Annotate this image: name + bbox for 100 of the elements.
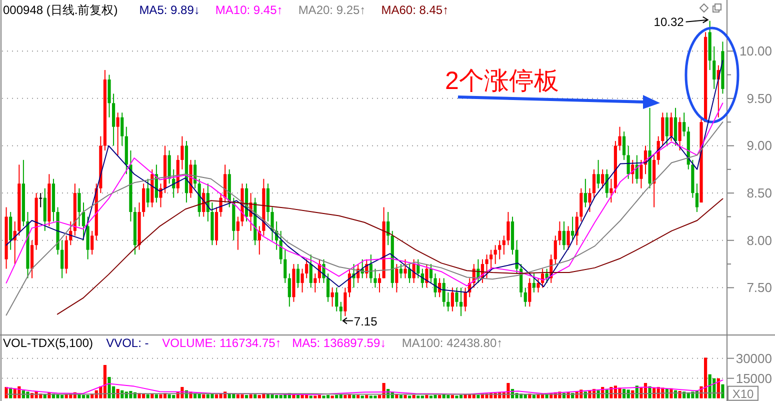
annotation: 10.32 [654, 14, 684, 29]
bar [168, 394, 171, 398]
bar [450, 394, 454, 398]
y-tick-label: 8.00 [746, 232, 772, 248]
bar [408, 396, 412, 398]
text: MA5: 9.89↓ [139, 3, 200, 17]
chart-title: VOL-TDX(5,100) [3, 336, 94, 350]
bar [202, 394, 206, 398]
bar [356, 394, 360, 398]
text: VOLUME: 116734.75↑ [162, 336, 282, 350]
bar [232, 394, 236, 398]
candlestick [506, 211, 510, 246]
y-tick-label: 10.00 [739, 44, 772, 59]
bar [150, 394, 154, 398]
candlestick [116, 112, 120, 156]
candlestick [284, 249, 287, 284]
bar [429, 396, 433, 398]
bar [296, 394, 300, 398]
candlestick [82, 202, 86, 241]
candlestick [142, 183, 146, 218]
bar [476, 394, 480, 398]
candlestick [524, 287, 527, 308]
bar [446, 394, 450, 398]
bar [210, 394, 214, 398]
text: MA100: 42438.80↑ [402, 336, 503, 350]
candlestick [601, 168, 604, 189]
annotation: VVOL: - [106, 336, 149, 350]
candlestick [339, 301, 342, 322]
bar [159, 394, 162, 398]
bar [352, 394, 356, 398]
bar [438, 394, 442, 398]
candlestick [326, 272, 330, 302]
candlestick [566, 226, 570, 250]
candlestick [498, 240, 502, 260]
candlestick [305, 258, 308, 279]
candlestick [288, 272, 291, 308]
candlestick [112, 93, 116, 146]
candlestick [43, 188, 46, 232]
candlestick [678, 116, 682, 151]
y-tick-label: 7.50 [746, 280, 772, 296]
candlestick [661, 112, 664, 146]
candlestick [682, 112, 686, 137]
candlestick [146, 178, 150, 208]
bar [416, 396, 420, 398]
bar [240, 394, 244, 398]
candlestick [626, 145, 630, 180]
bar [412, 394, 416, 398]
y-tick-label: 15000 [736, 370, 772, 386]
bar [154, 394, 158, 398]
candlestick [442, 278, 446, 308]
bar [314, 396, 317, 398]
candlestick [610, 178, 613, 204]
text: MA20: 9.25↑ [298, 3, 366, 17]
candlestick [374, 268, 377, 288]
bar [82, 394, 86, 398]
candlestick [674, 107, 678, 146]
candlestick [296, 264, 300, 288]
bar [254, 394, 257, 398]
candlestick [335, 287, 338, 312]
text: MA5: 136897.59↓ [292, 336, 386, 350]
candlestick [266, 183, 270, 222]
text: MA60: 8.45↑ [381, 3, 449, 17]
bar [198, 394, 201, 398]
candlestick [528, 278, 532, 308]
candlestick [695, 183, 699, 212]
chart-title: 000948 (日线.前复权) [3, 3, 118, 17]
candlestick [640, 159, 643, 189]
text: MA10: 9.45↑ [215, 3, 283, 17]
candlestick [120, 112, 124, 146]
bar [425, 394, 428, 398]
bar [335, 394, 338, 398]
bar [103, 364, 107, 398]
bar [270, 394, 274, 398]
candlestick [485, 254, 488, 279]
y-tick-label: 9.00 [746, 138, 772, 154]
bar [455, 396, 458, 398]
candlestick [588, 188, 592, 212]
candlestick [554, 235, 557, 265]
candlestick [558, 220, 562, 246]
candlestick [670, 112, 673, 142]
candlestick [78, 188, 81, 227]
candlestick [562, 220, 566, 250]
y-tick-label: 30000 [736, 350, 772, 366]
candlestick [652, 154, 656, 208]
y-tick-label: 8.50 [746, 186, 772, 201]
candlestick [39, 192, 42, 208]
candlestick [622, 131, 626, 160]
bar [404, 394, 407, 398]
candlestick [90, 230, 94, 256]
bar [434, 394, 437, 398]
candlestick [446, 292, 450, 312]
y-tick-label: 9.50 [746, 90, 772, 106]
bar [360, 396, 364, 398]
candlestick [580, 188, 583, 222]
bar [309, 396, 312, 398]
candlestick [395, 264, 398, 293]
candlestick [584, 178, 587, 208]
bar [420, 396, 424, 398]
candlestick [618, 126, 622, 151]
bar [86, 394, 90, 398]
